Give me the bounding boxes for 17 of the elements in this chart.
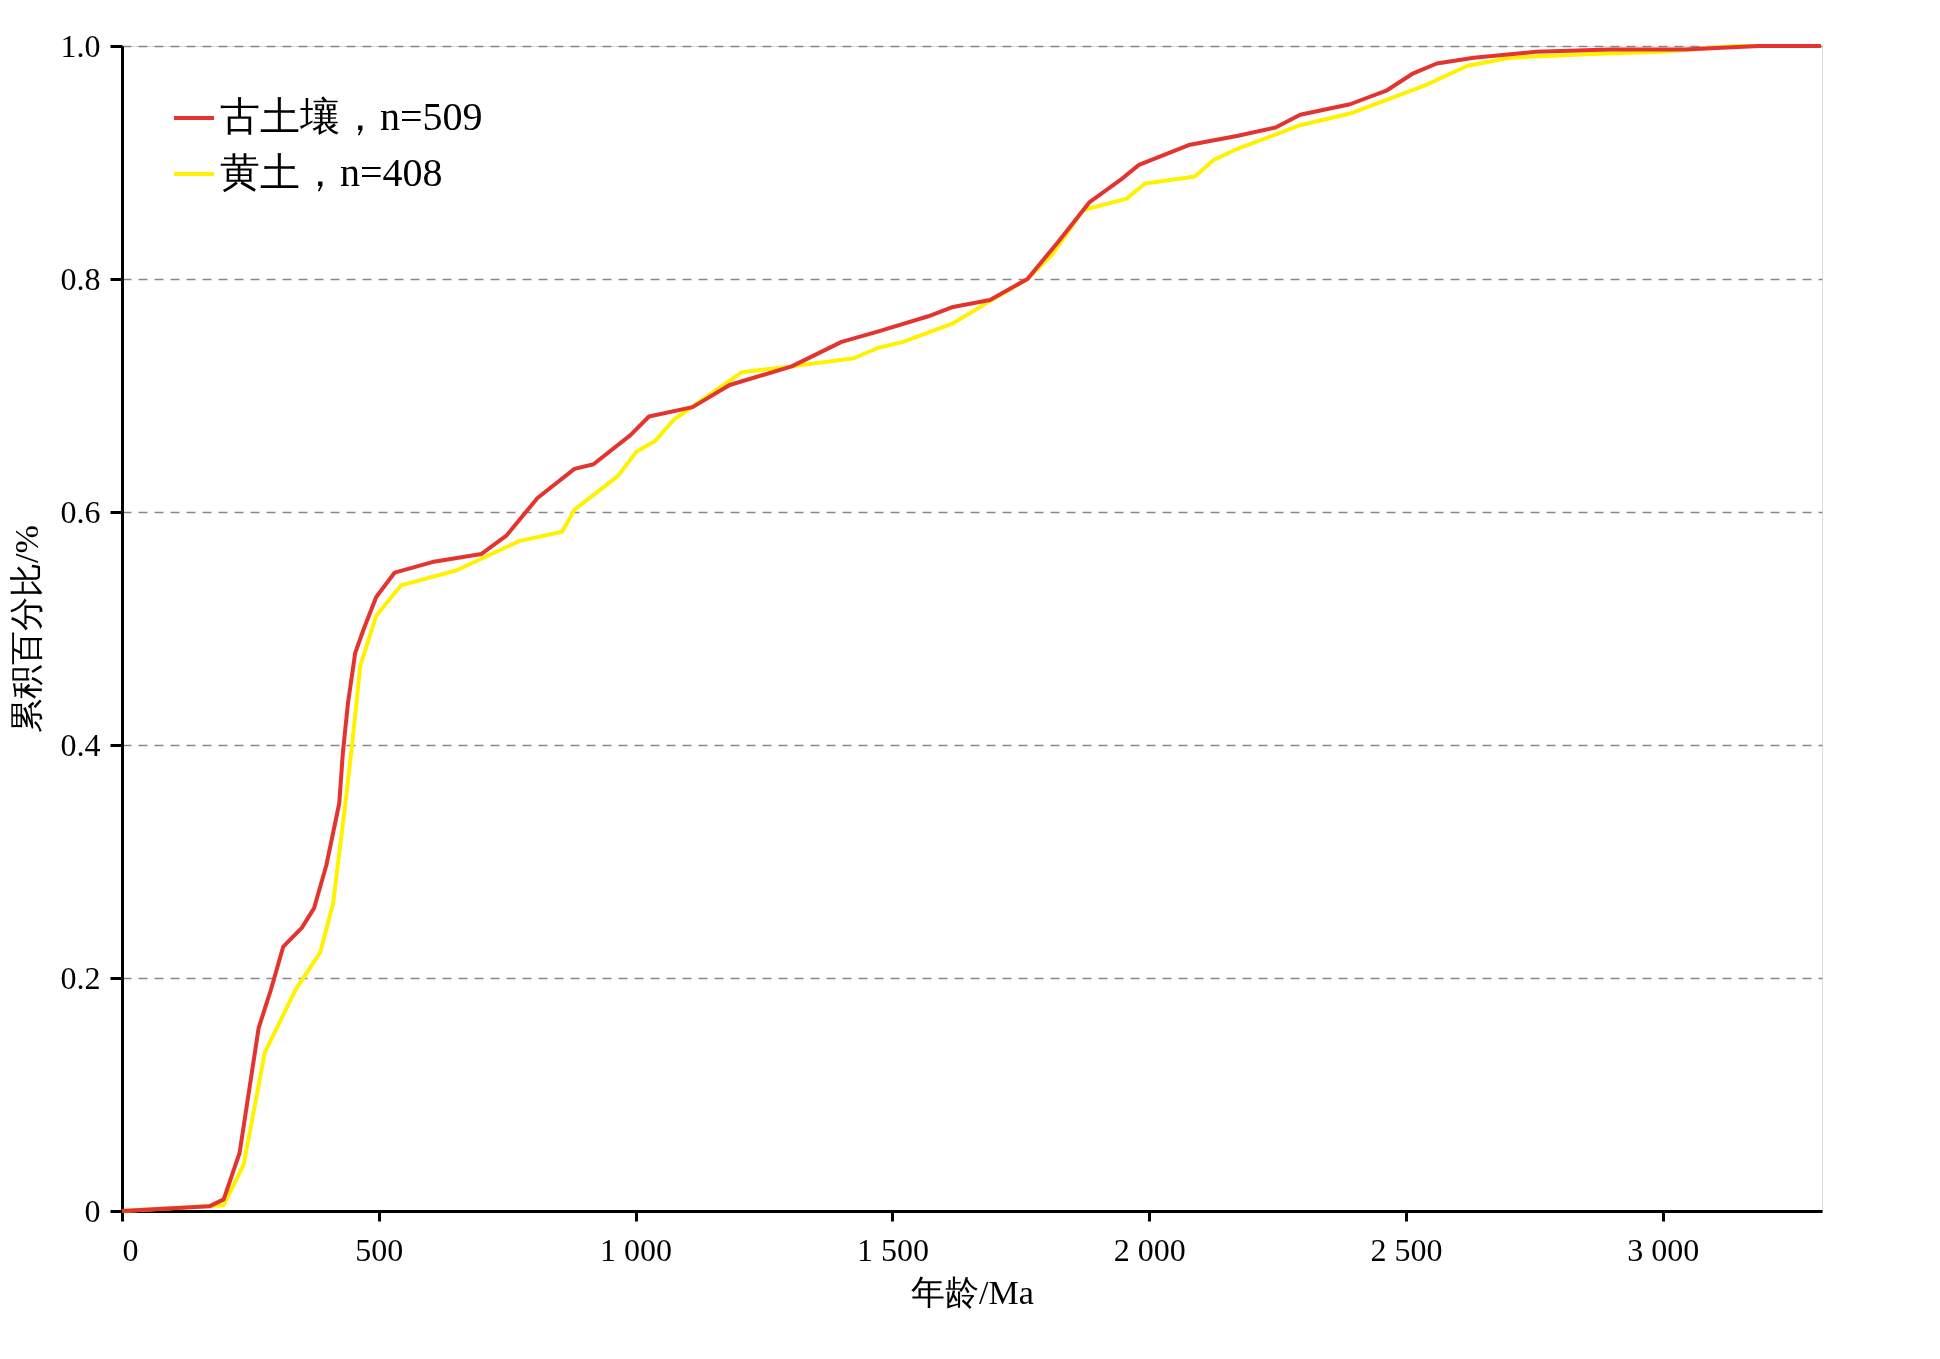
- x-tick-label: 2 000: [1113, 1231, 1186, 1268]
- y-tick-label: 0.2: [60, 959, 101, 996]
- y-tick-label: 0: [84, 1192, 101, 1229]
- y-axis-title: 累积百分比/%: [7, 525, 45, 733]
- y-tick-label: 0.6: [60, 493, 101, 530]
- x-tick-label: 2 500: [1370, 1231, 1443, 1268]
- x-tick-label: 3 000: [1627, 1231, 1700, 1268]
- x-tick-label: 1 500: [856, 1231, 929, 1268]
- x-tick-label: 500: [355, 1231, 404, 1268]
- y-tick-label: 0.8: [60, 260, 101, 297]
- x-axis-title: 年龄/Ma: [911, 1273, 1034, 1311]
- y-tick-label: 1.0: [60, 27, 101, 64]
- legend-label: 古土壤，n=509: [220, 94, 483, 139]
- x-tick-label: 1 000: [600, 1231, 673, 1268]
- legend-label: 黄土，n=408: [220, 150, 443, 195]
- x-tick-label: 0: [122, 1231, 139, 1268]
- y-tick-label: 0.4: [60, 726, 101, 763]
